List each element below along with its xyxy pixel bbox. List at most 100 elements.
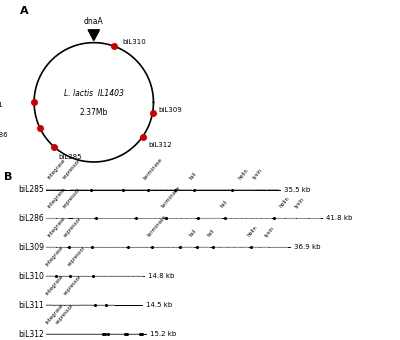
Text: biL309: biL309 [158, 107, 182, 113]
Polygon shape [132, 189, 135, 190]
Text: integrase: integrase [46, 187, 66, 209]
Polygon shape [46, 305, 54, 306]
Text: terminase: terminase [143, 156, 164, 180]
Polygon shape [105, 189, 108, 190]
Polygon shape [214, 247, 220, 248]
Text: 14.8 kb: 14.8 kb [148, 273, 174, 279]
Polygon shape [120, 189, 123, 190]
Polygon shape [297, 218, 308, 219]
Polygon shape [109, 189, 112, 190]
Polygon shape [90, 218, 94, 219]
Text: 2.37Mb: 2.37Mb [80, 108, 108, 117]
Polygon shape [94, 247, 97, 248]
Polygon shape [46, 189, 56, 190]
Text: B: B [4, 172, 12, 182]
Polygon shape [146, 218, 150, 219]
Polygon shape [192, 218, 196, 219]
Polygon shape [116, 189, 119, 190]
Polygon shape [310, 218, 321, 219]
Polygon shape [74, 189, 78, 190]
Polygon shape [46, 247, 56, 248]
Polygon shape [86, 189, 89, 190]
Polygon shape [164, 189, 168, 190]
Polygon shape [227, 218, 231, 219]
Polygon shape [261, 247, 269, 248]
Polygon shape [101, 247, 104, 248]
Text: repressor: repressor [63, 216, 83, 238]
Polygon shape [102, 189, 105, 190]
Text: integrase: integrase [45, 273, 65, 296]
Polygon shape [112, 189, 116, 190]
Polygon shape [124, 189, 128, 190]
Polygon shape [232, 218, 236, 219]
Polygon shape [98, 189, 101, 190]
Text: L. lactis  IL1403: L. lactis IL1403 [64, 89, 124, 98]
Text: biL312: biL312 [148, 142, 172, 148]
Text: holin: holin [278, 196, 290, 209]
Text: biL285: biL285 [58, 154, 82, 159]
Polygon shape [221, 247, 228, 248]
Polygon shape [252, 247, 260, 248]
Polygon shape [142, 218, 146, 219]
Text: biL310: biL310 [123, 39, 146, 45]
Polygon shape [78, 189, 82, 190]
Polygon shape [199, 189, 202, 190]
Polygon shape [286, 218, 296, 219]
Polygon shape [146, 247, 150, 248]
Polygon shape [244, 189, 254, 190]
Text: dnaA: dnaA [84, 17, 104, 26]
Polygon shape [88, 30, 100, 40]
Polygon shape [187, 189, 192, 190]
Text: tail: tail [220, 200, 229, 209]
Text: biL311: biL311 [18, 301, 44, 310]
Text: tail: tail [189, 171, 198, 180]
Polygon shape [187, 218, 191, 219]
Polygon shape [90, 189, 94, 190]
Polygon shape [119, 247, 122, 248]
Polygon shape [242, 247, 249, 248]
Polygon shape [154, 189, 158, 190]
Polygon shape [182, 189, 186, 190]
Polygon shape [118, 218, 122, 219]
Text: terminase: terminase [147, 214, 168, 238]
Polygon shape [110, 218, 113, 219]
Polygon shape [160, 218, 164, 219]
Polygon shape [195, 189, 198, 190]
Polygon shape [116, 247, 119, 248]
Polygon shape [78, 218, 82, 219]
Text: repressor: repressor [54, 302, 74, 325]
Text: 15.2 kb: 15.2 kb [150, 331, 176, 337]
Polygon shape [234, 189, 243, 190]
Polygon shape [168, 247, 173, 248]
Polygon shape [198, 247, 210, 248]
Text: biL310: biL310 [18, 272, 44, 281]
Polygon shape [199, 218, 222, 219]
Polygon shape [79, 247, 82, 248]
Text: biL285: biL285 [18, 185, 44, 194]
Polygon shape [153, 247, 158, 248]
Polygon shape [122, 218, 126, 219]
Polygon shape [149, 189, 154, 190]
Polygon shape [101, 218, 105, 219]
Polygon shape [57, 247, 67, 248]
Polygon shape [215, 189, 219, 190]
Polygon shape [71, 189, 74, 190]
Polygon shape [169, 189, 173, 190]
Polygon shape [126, 218, 130, 219]
Polygon shape [123, 247, 126, 248]
Text: 14.5 kb: 14.5 kb [146, 302, 172, 308]
Polygon shape [108, 247, 112, 248]
Text: biL286: biL286 [0, 132, 8, 138]
Polygon shape [97, 218, 101, 219]
Polygon shape [267, 218, 272, 219]
Polygon shape [257, 218, 262, 219]
Text: terminase: terminase [161, 185, 182, 209]
Text: lysin: lysin [293, 197, 305, 209]
Polygon shape [151, 218, 155, 219]
Polygon shape [46, 276, 55, 277]
Polygon shape [163, 247, 168, 248]
Polygon shape [181, 247, 195, 248]
Polygon shape [97, 247, 100, 248]
Text: integrase: integrase [45, 244, 65, 267]
Polygon shape [82, 218, 86, 219]
